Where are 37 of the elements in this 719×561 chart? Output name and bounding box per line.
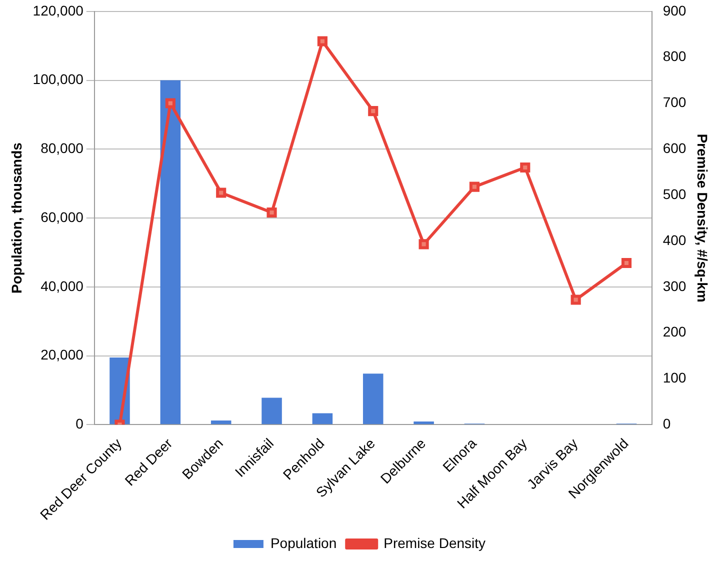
y2-tick-label: 400 <box>662 232 686 248</box>
y2-tick-label: 100 <box>662 370 686 386</box>
point <box>165 98 176 108</box>
bar <box>414 422 434 424</box>
point <box>317 36 328 46</box>
point <box>469 182 480 192</box>
y-tick-label: 120,000 <box>32 2 84 18</box>
legend-label: Premise Density <box>384 534 486 551</box>
point <box>570 294 581 305</box>
y2-tick-label: 300 <box>662 278 686 294</box>
legend-label: Population <box>270 534 337 551</box>
point <box>368 106 378 116</box>
y-tick-label: 100,000 <box>32 71 84 88</box>
y-tick-label: 0 <box>76 415 84 432</box>
y-tick-label: 40,000 <box>40 278 84 294</box>
point <box>216 188 226 198</box>
y2-tick-label: 0 <box>662 415 671 432</box>
y-tick-label: 80,000 <box>40 140 84 156</box>
bar <box>362 374 384 424</box>
y-axis-title: Population, thousands <box>8 142 24 294</box>
point <box>621 258 632 268</box>
y2-tick-label: 800 <box>662 48 686 64</box>
y2-tick-label: 600 <box>662 140 686 156</box>
y2-tick-label: 700 <box>662 94 686 110</box>
bar <box>210 420 232 424</box>
bar <box>160 80 181 424</box>
y-tick-label: 60,000 <box>40 208 84 225</box>
point <box>520 162 530 173</box>
point <box>266 207 277 218</box>
bar <box>312 413 333 424</box>
bar <box>262 398 282 424</box>
y2-tick-label: 900 <box>662 2 686 18</box>
y2-tick-label: 500 <box>662 186 686 202</box>
point <box>418 239 429 250</box>
y2-axis-title: Premise Density, #/sq-km <box>694 134 711 302</box>
y2-tick-label: 200 <box>662 324 686 340</box>
y-tick-label: 20,000 <box>40 346 84 363</box>
